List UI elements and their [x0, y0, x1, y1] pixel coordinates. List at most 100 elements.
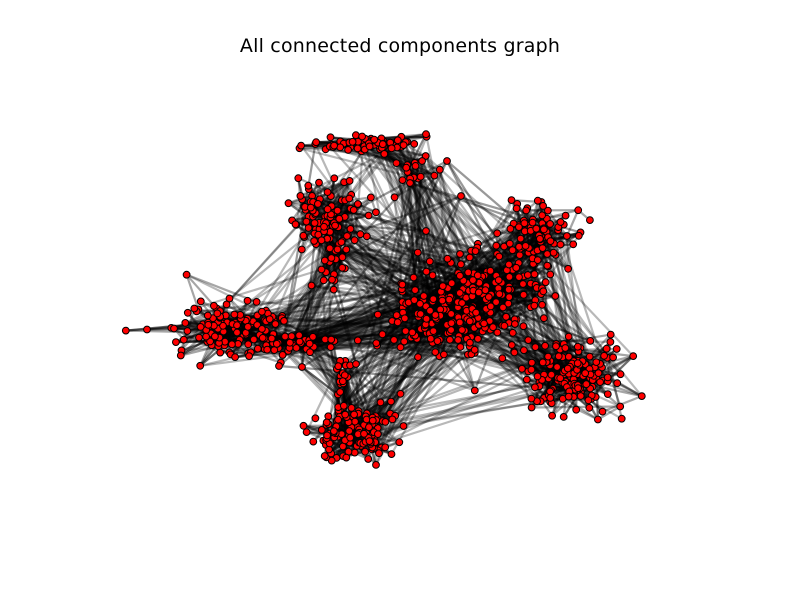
- graph-node: [532, 224, 541, 233]
- edge: [320, 240, 327, 340]
- graph-node: [495, 252, 504, 261]
- edge: [406, 141, 504, 309]
- graph-node: [304, 181, 313, 190]
- graph-node: [319, 276, 328, 285]
- edge: [335, 249, 404, 303]
- edge: [412, 177, 433, 324]
- edge: [308, 343, 356, 416]
- graph-node: [495, 290, 504, 299]
- graph-node: [430, 171, 439, 180]
- edge: [416, 252, 432, 311]
- graph-node: [196, 361, 205, 370]
- graph-node: [411, 286, 420, 295]
- edge: [335, 249, 468, 286]
- edge: [577, 355, 634, 387]
- graph-node: [353, 336, 362, 345]
- graph-node: [182, 270, 191, 279]
- graph-node: [616, 402, 625, 411]
- graph-node: [505, 239, 514, 248]
- graph-node: [429, 295, 438, 304]
- graph-node: [416, 172, 425, 181]
- edge: [299, 141, 407, 197]
- graph-node: [419, 292, 428, 300]
- edge: [277, 143, 317, 367]
- graph-node: [563, 364, 572, 373]
- edge: [308, 160, 448, 345]
- graph-node: [508, 246, 517, 255]
- graph-node: [598, 407, 607, 416]
- edge: [267, 289, 416, 315]
- graph-node: [510, 348, 519, 357]
- edge: [401, 284, 420, 358]
- graph-node: [512, 263, 521, 272]
- graph-node: [472, 308, 480, 317]
- graph-node: [410, 296, 419, 305]
- graph-node: [416, 310, 425, 318]
- graph-node: [493, 229, 502, 238]
- graph-node: [508, 328, 517, 337]
- graph-node: [549, 248, 558, 257]
- graph-node: [596, 378, 604, 387]
- graph-node: [564, 392, 573, 401]
- graph-node: [546, 270, 555, 279]
- graph-node: [538, 358, 547, 367]
- graph-node: [380, 150, 389, 158]
- graph-node: [338, 263, 347, 272]
- edge: [303, 424, 328, 437]
- edge: [277, 278, 333, 344]
- graph-node: [294, 174, 303, 183]
- graph-node: [547, 370, 556, 379]
- graph-node: [515, 251, 524, 260]
- edge: [276, 248, 330, 345]
- graph-node: [546, 387, 554, 396]
- edge: [330, 200, 343, 280]
- edge: [347, 194, 462, 237]
- graph-node: [586, 337, 595, 345]
- graph-node: [431, 348, 440, 357]
- graph-node: [350, 410, 359, 419]
- graph-node: [561, 211, 570, 220]
- graph-node: [230, 310, 239, 319]
- graph-node: [480, 319, 488, 328]
- edge: [511, 269, 525, 296]
- edge: [551, 382, 564, 417]
- edge: [425, 136, 436, 176]
- graph-node: [470, 386, 479, 395]
- graph-node: [438, 296, 447, 305]
- graph-node: [544, 352, 552, 361]
- edge: [467, 353, 553, 376]
- edge: [272, 252, 548, 345]
- graph-node: [204, 320, 213, 329]
- graph-node: [457, 260, 465, 269]
- graph-node: [323, 188, 332, 197]
- edge: [468, 256, 609, 379]
- graph-node: [387, 450, 396, 459]
- graph-node: [275, 362, 283, 370]
- graph-node: [574, 206, 583, 215]
- edge: [295, 249, 348, 349]
- graph-node: [504, 285, 513, 294]
- edge: [301, 366, 339, 396]
- edge: [229, 318, 271, 356]
- edge: [409, 136, 428, 178]
- graph-node: [323, 205, 332, 214]
- graph-node: [546, 237, 555, 246]
- edge: [486, 294, 556, 312]
- graph-node: [406, 179, 414, 187]
- graph-node: [523, 271, 532, 279]
- graph-node: [390, 193, 399, 202]
- graph-node: [637, 392, 646, 401]
- edge: [343, 181, 370, 217]
- graph-node: [469, 276, 477, 285]
- graph-node: [538, 300, 546, 309]
- graph-node: [440, 350, 448, 359]
- graph-node: [258, 334, 267, 342]
- graph-node: [346, 433, 355, 442]
- graph-node: [402, 163, 411, 172]
- edge: [393, 196, 474, 297]
- edge: [298, 334, 339, 396]
- graph-node: [387, 397, 395, 406]
- graph-node: [190, 304, 199, 313]
- edge: [471, 306, 564, 359]
- edge: [513, 351, 530, 373]
